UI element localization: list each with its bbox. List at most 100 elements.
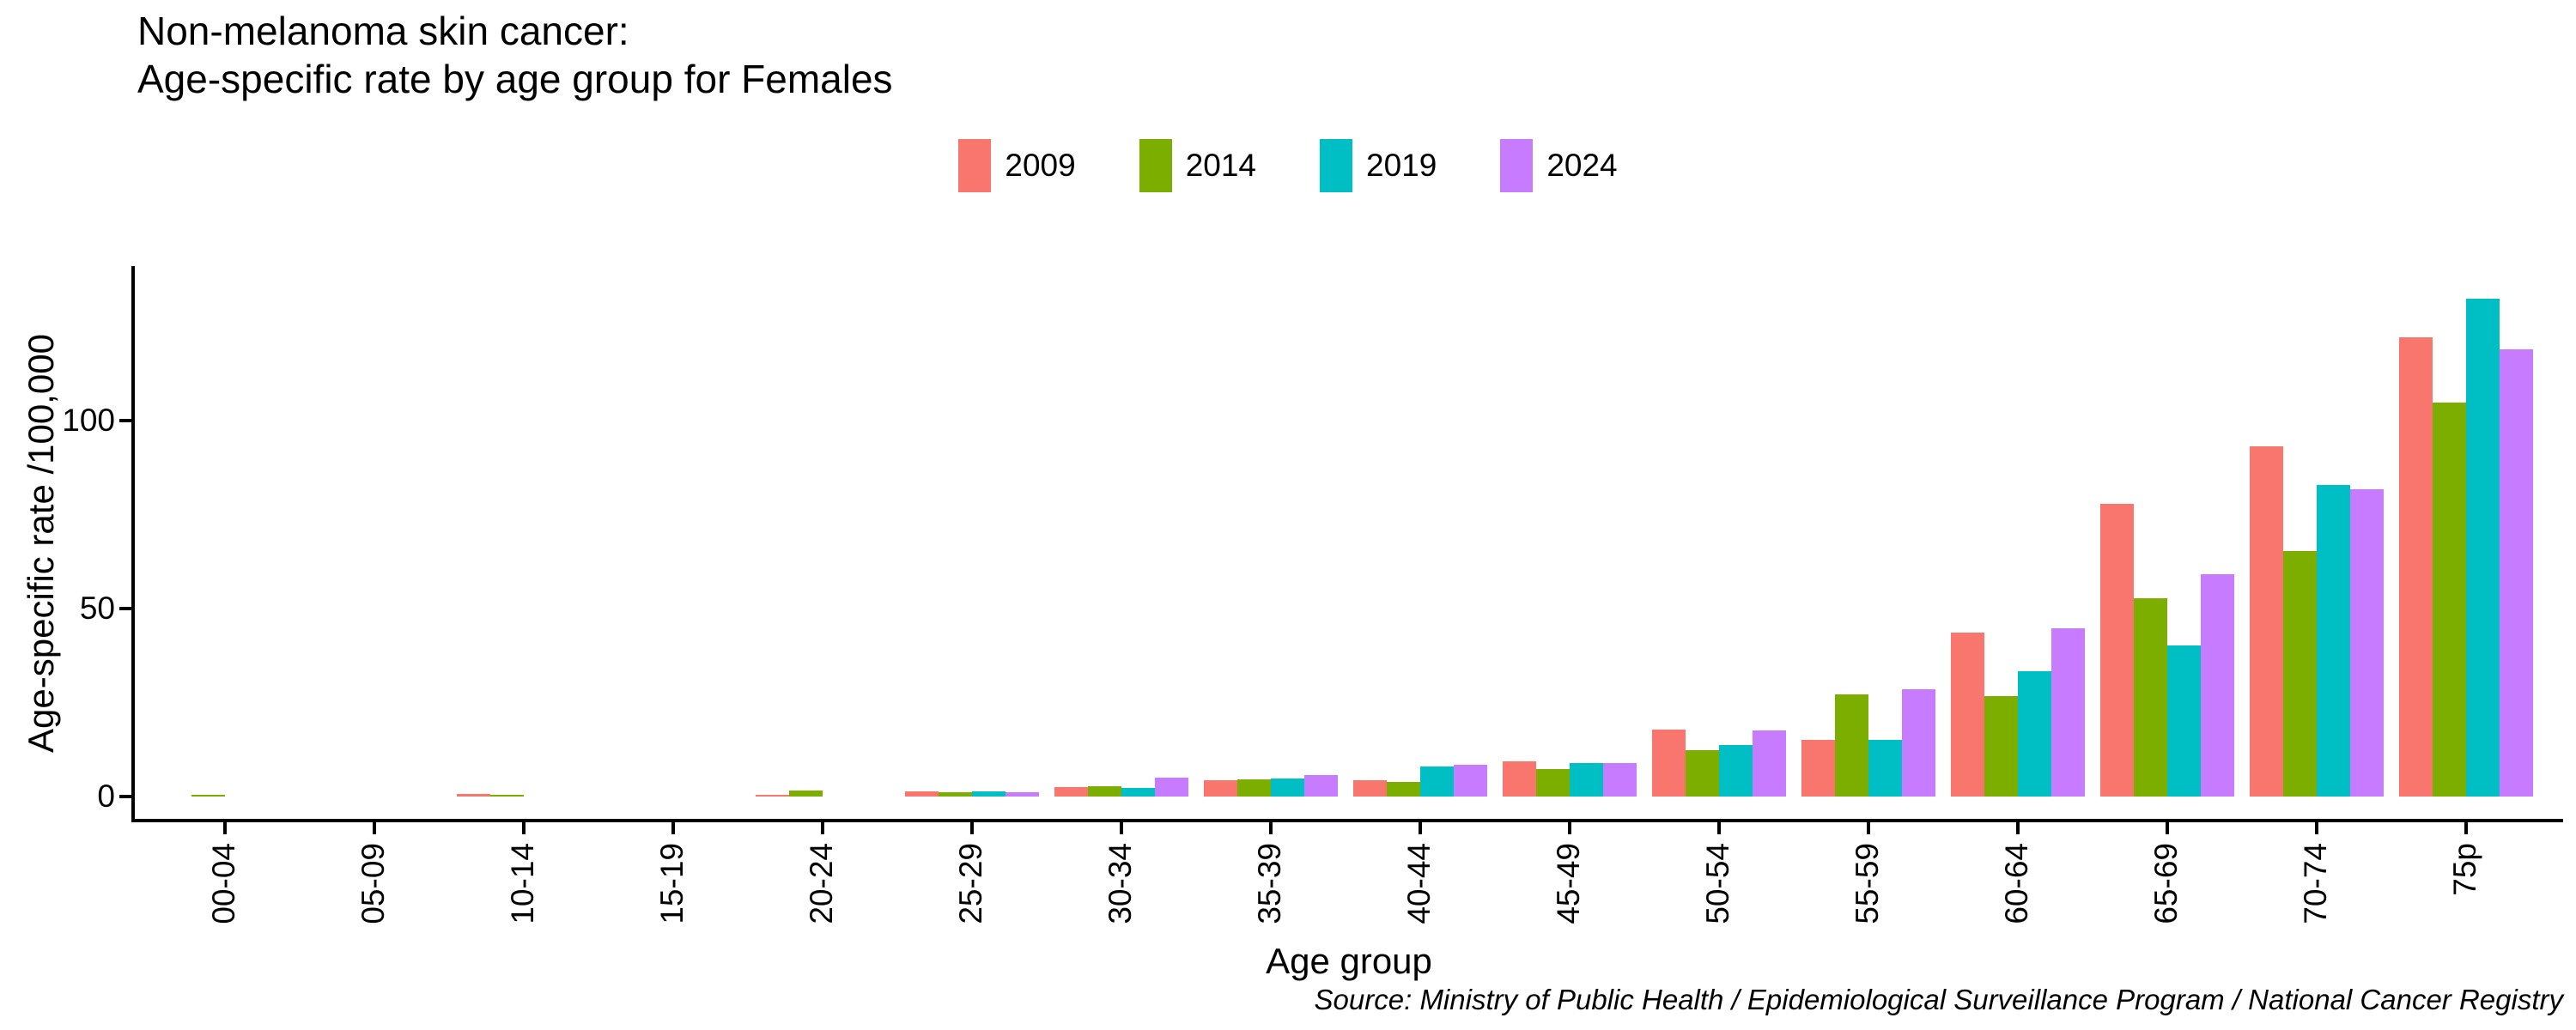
y-axis-title: Age-specific rate /100,000 — [21, 334, 61, 753]
x-tick-mark — [223, 822, 227, 834]
bar-2009-25-29 — [905, 791, 939, 797]
bar-2009-20-24 — [756, 795, 789, 797]
x-tick-mark — [2016, 822, 2020, 834]
x-tick-mark — [1867, 822, 1870, 834]
x-tick-label: 75p — [2447, 843, 2482, 896]
x-axis-title: Age group — [1266, 941, 1432, 981]
x-tick-label: 35-39 — [1252, 843, 1287, 924]
bar-2014-70-74 — [2283, 551, 2317, 797]
bar-2009-45-49 — [1503, 761, 1536, 797]
x-tick-mark — [1419, 822, 1422, 834]
bar-2024-75p — [2500, 349, 2533, 797]
bar-2014-45-49 — [1536, 769, 1570, 797]
bar-2019-65-69 — [2167, 645, 2201, 797]
bar-2014-65-69 — [2134, 598, 2167, 797]
x-tick-label: 60-64 — [1999, 843, 2034, 924]
bar-2009-75p — [2399, 337, 2433, 797]
x-tick-mark — [2315, 822, 2318, 834]
legend-swatch-2014 — [1139, 139, 1172, 192]
bar-2019-75p — [2466, 299, 2500, 797]
bar-2009-60-64 — [1951, 633, 1984, 797]
x-tick-label: 25-29 — [953, 843, 988, 924]
bar-2024-40-44 — [1454, 765, 1487, 797]
x-tick-mark — [821, 822, 824, 834]
x-tick-label: 55-59 — [1850, 843, 1885, 924]
x-tick-label: 50-54 — [1700, 843, 1735, 924]
bar-2009-55-59 — [1801, 740, 1835, 797]
x-tick-label: 65-69 — [2148, 843, 2184, 924]
x-tick-label: 45-49 — [1551, 843, 1586, 924]
legend-label-2014: 2014 — [1185, 148, 1256, 183]
legend: 2009 2014 2019 2024 — [0, 139, 2576, 192]
bar-2014-30-34 — [1088, 786, 1121, 797]
legend-swatch-2009 — [958, 139, 992, 192]
chart-title-line2: Age-specific rate by age group for Femal… — [137, 57, 893, 102]
bar-2014-55-59 — [1835, 694, 1868, 797]
x-axis-line — [131, 819, 2563, 822]
bar-2009-50-54 — [1652, 730, 1686, 797]
bar-2014-60-64 — [1984, 696, 2018, 797]
y-tick-label: 0 — [97, 779, 115, 814]
y-tick-mark — [119, 419, 131, 422]
x-tick-mark — [2166, 822, 2169, 834]
bar-2009-70-74 — [2250, 446, 2283, 797]
bar-2024-30-34 — [1155, 778, 1188, 797]
bar-2019-70-74 — [2317, 485, 2350, 797]
bar-2014-40-44 — [1387, 782, 1420, 797]
bar-2014-00-04 — [191, 795, 225, 797]
x-tick-label: 15-19 — [654, 843, 690, 924]
x-tick-mark — [671, 822, 675, 834]
bar-2014-10-14 — [490, 795, 524, 797]
x-tick-mark — [522, 822, 526, 834]
source-note: Source: Ministry of Public Health / Epid… — [1314, 984, 2563, 1015]
y-axis-line — [131, 266, 135, 822]
x-tick-label: 05-09 — [355, 843, 391, 924]
x-tick-mark — [373, 822, 376, 834]
bar-2019-60-64 — [2018, 671, 2051, 797]
bar-2024-60-64 — [2051, 628, 2085, 797]
x-tick-mark — [1269, 822, 1273, 834]
bar-2024-50-54 — [1753, 730, 1786, 797]
bar-2019-30-34 — [1121, 788, 1155, 797]
bar-2014-50-54 — [1686, 750, 1719, 797]
x-tick-label: 00-04 — [206, 843, 241, 924]
bar-2024-65-69 — [2201, 574, 2234, 797]
bar-2009-35-39 — [1204, 780, 1237, 797]
legend-label-2019: 2019 — [1366, 148, 1437, 183]
bar-2014-75p — [2433, 403, 2466, 797]
legend-label-2024: 2024 — [1546, 148, 1618, 183]
legend-swatch-2019 — [1320, 139, 1352, 192]
legend-item-2019: 2019 — [1320, 139, 1437, 192]
y-tick-label: 100 — [62, 403, 115, 438]
bar-2009-10-14 — [457, 794, 490, 797]
x-tick-label: 30-34 — [1103, 843, 1138, 924]
bar-2009-65-69 — [2100, 504, 2134, 797]
legend-label-2009: 2009 — [1005, 148, 1076, 183]
legend-swatch-2024 — [1500, 139, 1534, 192]
x-tick-label: 40-44 — [1401, 843, 1437, 924]
legend-item-2014: 2014 — [1139, 139, 1256, 192]
bar-2014-25-29 — [939, 792, 972, 797]
x-tick-mark — [970, 822, 974, 834]
legend-item-2009: 2009 — [958, 139, 1076, 192]
bar-2024-25-29 — [1005, 792, 1039, 797]
chart-title: Non-melanoma skin cancer: Age-specific r… — [137, 7, 893, 103]
bar-2019-25-29 — [972, 791, 1005, 797]
bar-2024-35-39 — [1304, 775, 1338, 797]
bar-2024-70-74 — [2350, 489, 2384, 797]
y-tick-label: 50 — [79, 591, 115, 626]
bar-2019-35-39 — [1271, 779, 1304, 797]
x-tick-mark — [1568, 822, 1571, 834]
y-tick-mark — [119, 607, 131, 610]
bar-2024-45-49 — [1603, 763, 1637, 797]
bar-2014-35-39 — [1237, 779, 1271, 797]
bar-2009-40-44 — [1353, 780, 1387, 797]
bar-2019-50-54 — [1719, 745, 1753, 797]
bar-2024-55-59 — [1902, 689, 1935, 797]
x-tick-mark — [1717, 822, 1721, 834]
bar-2019-40-44 — [1420, 766, 1454, 797]
x-tick-label: 20-24 — [804, 843, 839, 924]
legend-item-2024: 2024 — [1500, 139, 1618, 192]
bar-2019-55-59 — [1868, 740, 1902, 797]
